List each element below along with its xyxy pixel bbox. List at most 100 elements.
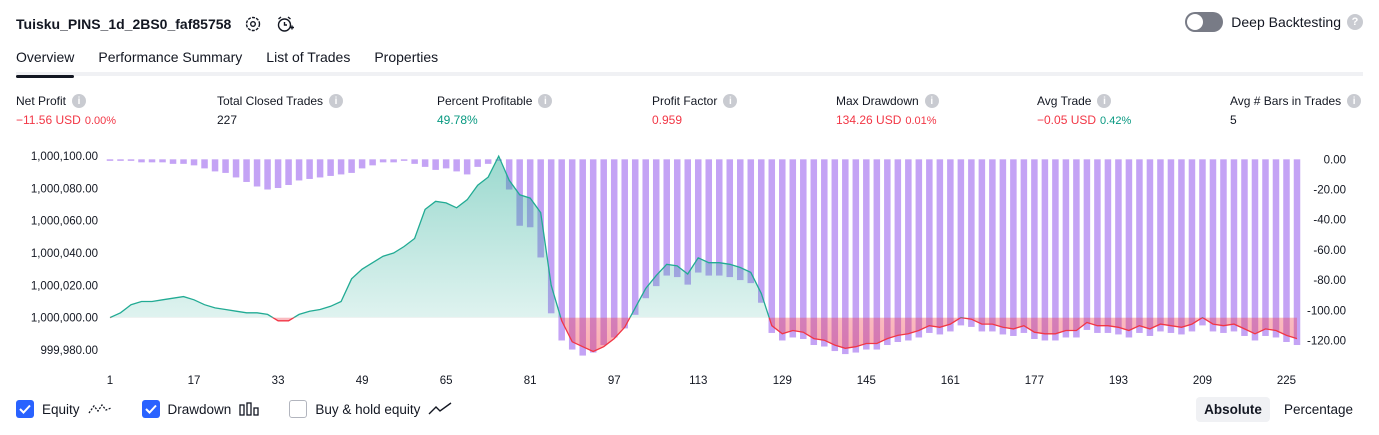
absolute-button[interactable]: Absolute: [1196, 397, 1270, 422]
strategy-header: Tuisku_PINS_1d_2BS0_faf85758: [16, 10, 295, 38]
drawdown-bars: [106, 159, 1301, 356]
drawdown-bar: [1010, 159, 1017, 336]
drawdown-bar: [947, 159, 954, 332]
drawdown-bar: [600, 159, 607, 346]
drawdown-bar: [716, 159, 723, 276]
buy-hold-checkbox[interactable]: [289, 400, 308, 418]
help-icon[interactable]: ?: [1347, 14, 1363, 30]
drawdown-bar: [1178, 159, 1185, 335]
drawdown-bar: [610, 159, 618, 338]
drawdown-bar: [537, 159, 544, 258]
drawdown-bar: [894, 159, 902, 342]
deep-backtesting-label: Deep Backtesting: [1231, 14, 1341, 30]
info-icon[interactable]: i: [538, 94, 553, 108]
x-tick-label: 81: [524, 375, 537, 387]
drawdown-bar: [348, 159, 355, 173]
drawdown-bar: [201, 159, 208, 169]
x-tick-label: 65: [440, 375, 453, 387]
deep-backtesting-toggle[interactable]: [1185, 12, 1224, 32]
drawdown-bar: [274, 159, 282, 189]
x-tick-label: 193: [1109, 375, 1128, 387]
drawdown-bar: [1062, 159, 1070, 338]
drawdown-bar: [1052, 159, 1059, 341]
equity-area-positive: [110, 156, 1297, 318]
drawdown-bar: [768, 159, 776, 333]
x-tick-label: 209: [1193, 375, 1212, 387]
drawdown-bar: [726, 159, 734, 278]
metric-max-drawdown: Max Drawdown i 134.26 USD 0.01%: [836, 94, 939, 127]
drawdown-bar: [1104, 159, 1112, 333]
equity-drawdown-chart[interactable]: 1,000,100.00 1,000,080.00 1,000,060.00 1,00…: [0, 140, 1379, 392]
drawdown-bar: [968, 159, 975, 327]
drawdown-bar: [295, 159, 303, 181]
drawdown-bar: [1241, 159, 1248, 336]
chart-legend: Equity Drawdown Buy & hold equity: [16, 400, 482, 418]
x-tick-label: 1: [107, 375, 113, 387]
equity-label: Equity: [42, 401, 80, 417]
y-right-tick-label: 0.00: [1324, 154, 1346, 166]
y-right-tick-label: -40.00: [1313, 215, 1346, 227]
drawdown-bar: [705, 159, 713, 276]
tab-list-of-trades[interactable]: List of Trades: [266, 49, 351, 65]
drawdown-bar: [642, 159, 649, 299]
tab-properties[interactable]: Properties: [374, 49, 439, 65]
drawdown-bar: [432, 159, 439, 170]
x-tick-label: 33: [272, 375, 285, 387]
drawdown-checkbox[interactable]: [141, 400, 160, 418]
x-tick-label: 97: [608, 375, 621, 387]
y-left-tick-label: 1,000,000.00: [31, 313, 98, 325]
metric-value: −11.56 USD: [16, 113, 81, 127]
legend-buy-hold-equity[interactable]: Buy & hold equity: [289, 400, 452, 418]
drawdown-bar: [1020, 159, 1028, 333]
drawdown-bar: [1293, 159, 1301, 346]
y-right-tick-label: -120.00: [1307, 335, 1346, 347]
drawdown-bar: [337, 159, 345, 175]
drawdown-bar: [138, 159, 145, 163]
settings-gear-icon[interactable]: [243, 14, 263, 34]
drawdown-bar: [1188, 159, 1196, 332]
drawdown-bar: [358, 159, 366, 169]
drawdown-bar: [106, 159, 114, 161]
metric-avg-bars-in-trades: Avg # Bars in Trades i 5: [1230, 94, 1362, 127]
y-right-tick-label: -100.00: [1307, 305, 1346, 317]
percentage-button[interactable]: Percentage: [1283, 402, 1353, 417]
y-right-tick-label: -20.00: [1313, 185, 1346, 197]
equity-checkbox[interactable]: [16, 400, 34, 418]
legend-drawdown[interactable]: Drawdown: [141, 400, 260, 418]
info-icon[interactable]: i: [1347, 94, 1362, 108]
drawdown-bars-icon: [239, 402, 259, 416]
drawdown-bar: [411, 159, 418, 164]
drawdown-bar: [159, 159, 166, 163]
drawdown-bar: [737, 159, 744, 281]
drawdown-bar: [684, 159, 691, 285]
info-icon[interactable]: i: [723, 94, 738, 108]
y-left-tick-label: 1,000,080.00: [31, 183, 98, 195]
drawdown-bar: [915, 159, 923, 338]
metric-sub-value: 0.01%: [905, 115, 937, 127]
y-axis-left: 1,000,100.00 1,000,080.00 1,000,060.00 1,00…: [31, 151, 98, 357]
drawdown-bar: [169, 159, 177, 164]
tab-overview[interactable]: Overview: [16, 44, 75, 78]
drawdown-bar: [327, 159, 334, 176]
drawdown-bar: [421, 159, 429, 167]
info-icon[interactable]: i: [924, 94, 939, 108]
x-axis: 1 17 33 49 65 81 97 113 129 145 161 177 193 209 225: [107, 375, 1296, 387]
drawdown-bar: [663, 159, 670, 276]
tab-performance-summary[interactable]: Performance Summary: [98, 49, 243, 65]
info-icon[interactable]: i: [1097, 94, 1112, 108]
drawdown-bar: [873, 159, 881, 350]
drawdown-bar: [957, 159, 965, 326]
drawdown-bar: [779, 159, 786, 341]
drawdown-bar: [747, 159, 755, 284]
drawdown-bar: [831, 159, 839, 352]
drawdown-bar: [926, 159, 933, 333]
value-mode-switch: Absolute Percentage: [1190, 397, 1361, 422]
y-axis-right: 0.00 -20.00 -40.00 -60.00 -80.00 -100.00 -120.…: [1307, 154, 1346, 347]
x-tick-label: 17: [188, 375, 201, 387]
legend-equity[interactable]: Equity: [16, 400, 112, 418]
info-icon[interactable]: i: [329, 94, 344, 108]
drawdown-bar: [821, 159, 828, 347]
info-icon[interactable]: i: [72, 94, 87, 108]
add-alert-clock-icon[interactable]: [275, 14, 295, 34]
metric-value: 0.959: [652, 113, 683, 127]
